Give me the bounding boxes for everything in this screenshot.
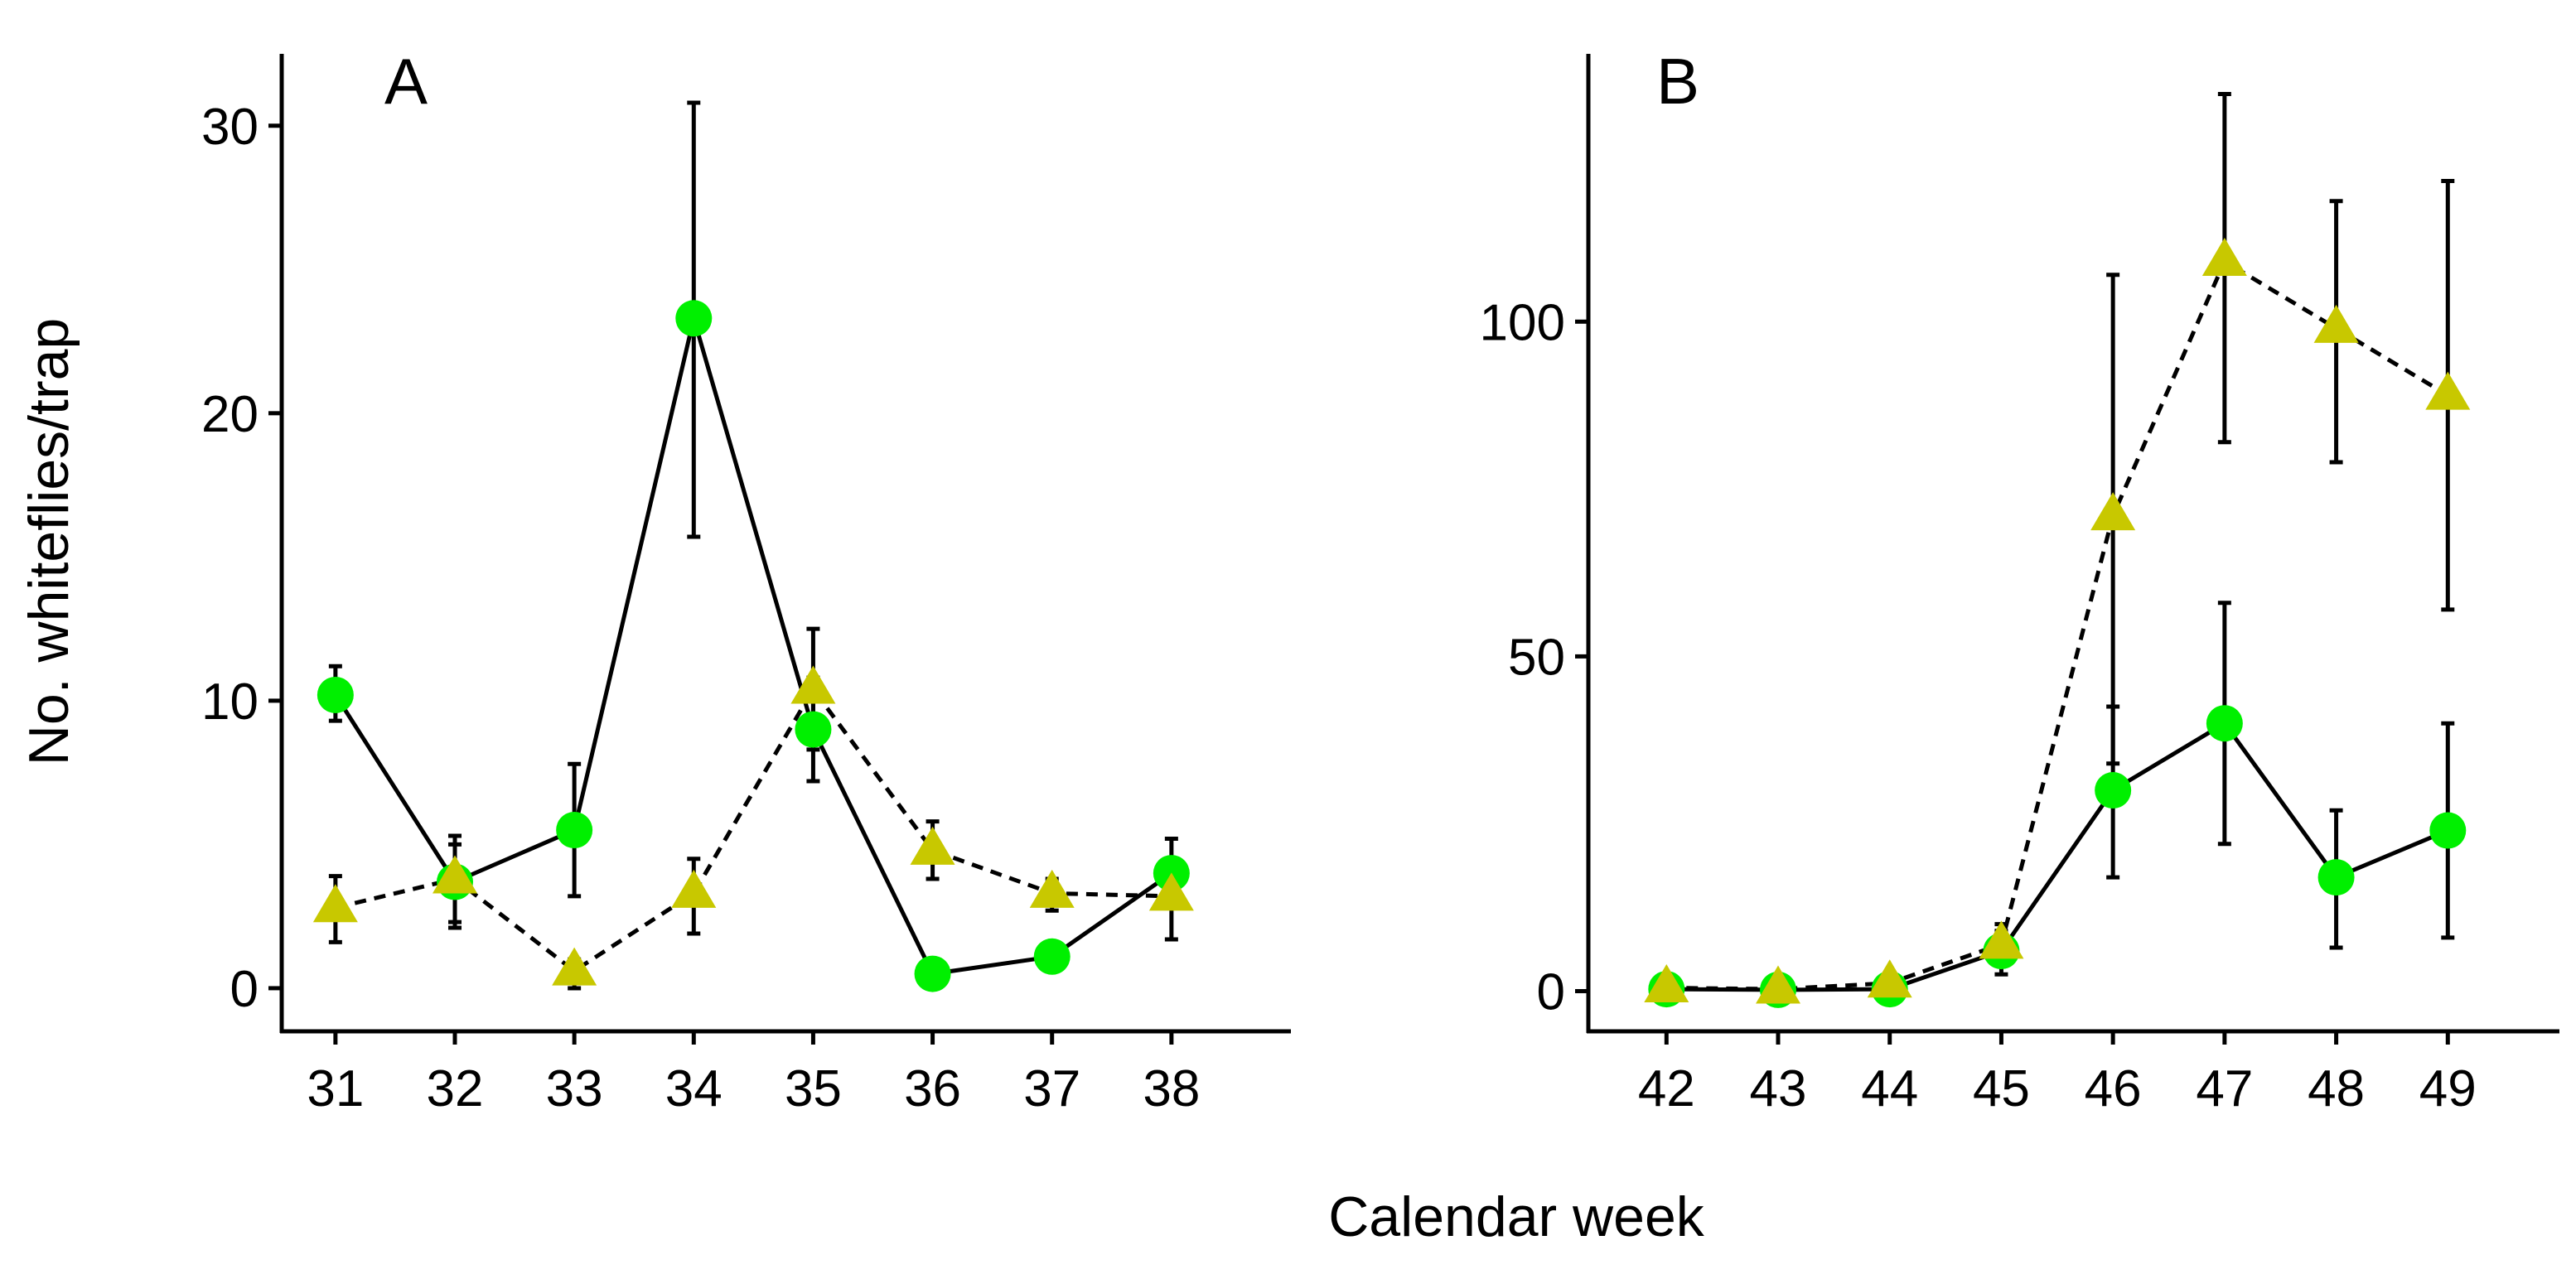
- x-tick-label-a: 35: [785, 1060, 842, 1117]
- x-tick-label-b: 49: [2419, 1060, 2477, 1117]
- circle-point-b: [2206, 705, 2243, 742]
- circle-point-a: [1033, 938, 1071, 975]
- circle-point-a: [914, 955, 951, 992]
- y-tick-label-a: 0: [230, 961, 259, 1018]
- y-tick-label-b: 100: [1480, 294, 1565, 351]
- y-tick-label-a: 10: [201, 673, 259, 731]
- x-tick-label-b: 44: [1861, 1060, 1918, 1117]
- triangle-point-a: [1148, 872, 1194, 911]
- x-tick-label-a: 37: [1023, 1060, 1080, 1117]
- triangle-point-b: [1756, 965, 1801, 1004]
- circle-point-a: [795, 711, 832, 748]
- circle-point-a: [317, 676, 354, 713]
- triangle-point-b: [2201, 238, 2247, 277]
- triangle-point-a: [552, 947, 597, 986]
- x-tick-label-b: 42: [1638, 1060, 1695, 1117]
- triangle-point-a: [433, 855, 478, 894]
- x-tick-label-a: 36: [904, 1060, 961, 1117]
- triangle-point-a: [1029, 869, 1075, 908]
- y-tick-label-b: 50: [1508, 629, 1565, 686]
- triangle-series-line-b: [1666, 259, 2449, 992]
- triangle-point-b: [2313, 304, 2359, 343]
- x-axis-title: Calendar week: [1328, 1185, 1705, 1248]
- panel-a: 0 10 20 30 31 32 33 34 35 36 37 38 A: [201, 45, 1291, 1117]
- y-axis-title: No. whiteflies/trap: [17, 318, 80, 765]
- x-tick-label-b: 43: [1750, 1060, 1807, 1117]
- x-tick-label-b: 47: [2196, 1060, 2253, 1117]
- circle-series-line-b: [1666, 721, 2449, 992]
- circle-point-a: [675, 300, 713, 337]
- circle-series-line-a: [333, 316, 1173, 977]
- panel-label-b: B: [1656, 45, 1699, 118]
- triangle-point-b: [2090, 492, 2136, 531]
- circle-point-b: [2429, 812, 2467, 849]
- circle-point-b: [2095, 772, 2132, 809]
- triangle-point-a: [671, 869, 717, 908]
- circle-point-b: [2317, 859, 2355, 896]
- x-tick-label-a: 31: [307, 1060, 364, 1117]
- x-tick-label-b: 48: [2308, 1060, 2365, 1117]
- triangle-point-b: [1979, 920, 2024, 959]
- y-tick-label-a: 30: [201, 99, 259, 156]
- y-tick-label-b: 0: [1537, 964, 1565, 1021]
- triangle-point-a: [910, 826, 955, 865]
- x-tick-label-b: 46: [2085, 1060, 2142, 1117]
- triangle-series-line-a: [335, 687, 1172, 973]
- x-tick-label-a: 32: [427, 1060, 484, 1117]
- x-tick-label-a: 34: [665, 1060, 723, 1117]
- triangle-point-b: [1644, 963, 1689, 1002]
- triangle-point-b: [1867, 959, 1912, 998]
- circle-point-a: [556, 812, 593, 849]
- x-tick-label-a: 33: [546, 1060, 603, 1117]
- panel-b: 0 50 100 42 43 44 45 46 47 48 49 B: [1480, 45, 2559, 1117]
- triangle-point-a: [790, 665, 836, 704]
- triangle-point-b: [2425, 371, 2471, 410]
- panel-label-a: A: [384, 45, 428, 118]
- x-tick-label-b: 45: [1973, 1060, 2030, 1117]
- triangle-point-a: [312, 884, 358, 923]
- y-tick-label-a: 20: [201, 386, 259, 443]
- x-tick-label-a: 38: [1143, 1060, 1200, 1117]
